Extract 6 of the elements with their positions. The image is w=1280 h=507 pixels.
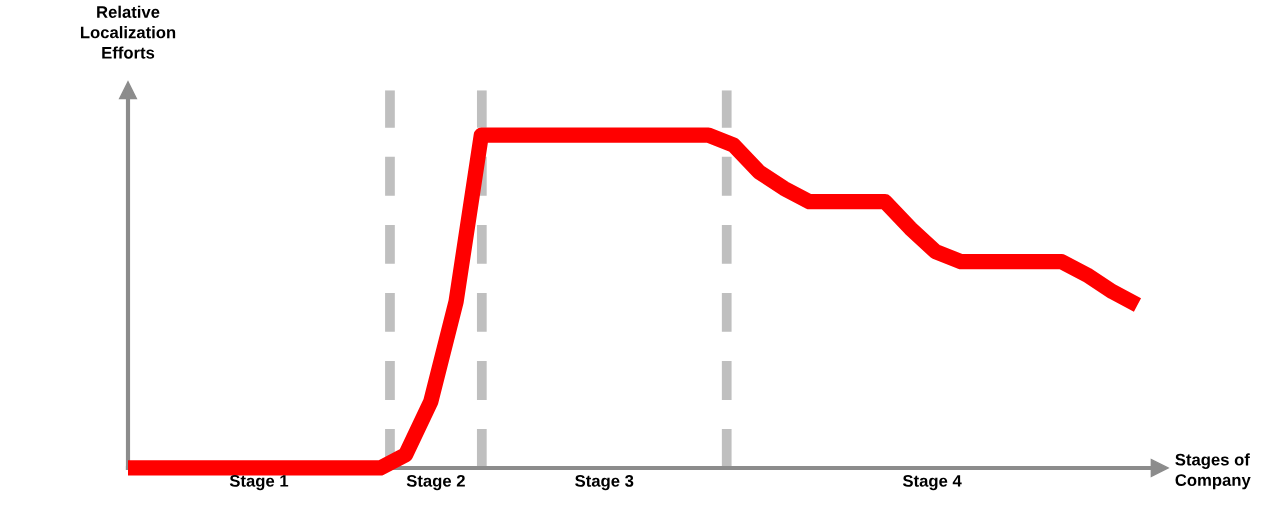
y-axis-title: Relative Localization Efforts xyxy=(80,5,176,59)
text: Stage 1 xyxy=(229,474,289,491)
text: Stage 4 xyxy=(902,474,962,491)
text: Stage 2 xyxy=(406,474,465,491)
text: Stage 3 xyxy=(575,474,634,491)
x-axis-title: Stages of Company xyxy=(1175,453,1251,490)
